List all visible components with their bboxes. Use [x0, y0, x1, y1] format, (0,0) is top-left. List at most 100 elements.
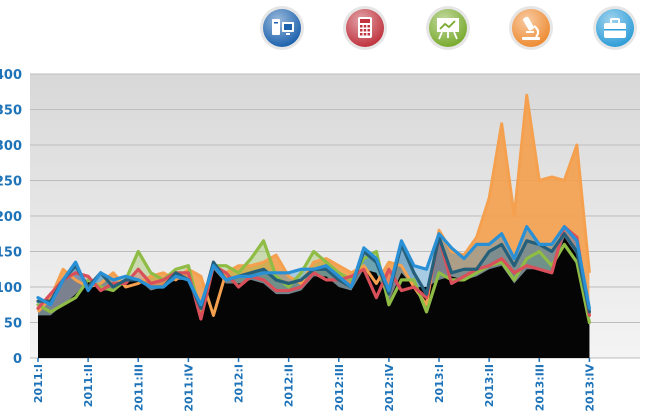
data-point [550, 243, 554, 246]
data-point [387, 303, 391, 306]
data-point [187, 271, 190, 274]
data-point [312, 250, 315, 253]
data-point [299, 285, 303, 289]
data-point [36, 300, 40, 303]
data-point [375, 296, 378, 299]
series-line-orange [36, 93, 591, 317]
data-point [287, 271, 290, 274]
data-point [387, 289, 391, 292]
data-point [111, 278, 115, 282]
y-tick-label: 400 [0, 68, 22, 83]
data-point [375, 257, 378, 260]
data-point [36, 296, 40, 299]
data-point [513, 278, 516, 282]
data-point [538, 268, 541, 271]
data-point [74, 296, 77, 299]
data-point [525, 225, 528, 228]
data-point [400, 278, 403, 282]
data-point [487, 264, 491, 267]
data-point [124, 275, 127, 278]
data-point [525, 264, 528, 267]
data-point [362, 268, 366, 271]
data-point [450, 246, 453, 250]
data-point [425, 292, 428, 296]
data-point [111, 289, 115, 292]
data-point [224, 264, 228, 267]
data-point [86, 275, 90, 278]
data-point [111, 285, 115, 289]
data-point [149, 285, 152, 289]
data-point [588, 321, 591, 324]
data-point [74, 260, 77, 264]
data-point [487, 243, 491, 246]
data-point [325, 264, 328, 267]
data-point [525, 239, 528, 243]
data-point [224, 278, 228, 282]
data-point [437, 232, 441, 235]
data-point [199, 303, 203, 306]
data-point [350, 285, 353, 289]
data-point [237, 271, 240, 274]
data-point [212, 260, 215, 264]
data-point [525, 257, 528, 260]
data-point [362, 246, 366, 250]
data-point [538, 243, 541, 246]
data-point [237, 285, 240, 289]
y-tick-label: 100 [0, 281, 22, 296]
data-point [387, 292, 391, 296]
y-tick-label: 250 [0, 175, 22, 190]
data-point [262, 278, 265, 282]
data-point [262, 239, 265, 243]
data-point [475, 268, 478, 271]
data-point [274, 275, 278, 278]
data-point [149, 271, 152, 274]
data-point [36, 307, 40, 310]
x-axis-ticks: 2011:I 2011:II 2011:III 2011:IV 2012:I 2012:I… [32, 358, 596, 412]
data-point [462, 278, 466, 282]
data-point [262, 271, 265, 274]
data-point [487, 250, 491, 253]
data-point [412, 285, 416, 289]
data-point [99, 289, 102, 292]
y-tick-label: 200 [0, 210, 22, 225]
data-point [262, 268, 265, 271]
data-point [86, 289, 90, 292]
y-axis-ticks: 0 50 100 150 200 250 300 350 400 [0, 68, 22, 367]
y-tick-label: 150 [0, 246, 22, 261]
data-point [249, 271, 253, 274]
series-areas [38, 95, 590, 359]
data-point [162, 285, 165, 289]
data-point [249, 275, 253, 278]
data-point [513, 271, 516, 274]
data-point [212, 264, 215, 267]
x-tick-label: 2012:II [283, 364, 296, 407]
x-tick-label: 2013:III [533, 364, 546, 411]
data-point [149, 282, 152, 285]
data-point [61, 303, 65, 306]
x-tick-label: 2011:III [132, 364, 145, 411]
data-point [61, 278, 65, 282]
presentation-board-icon [426, 6, 470, 50]
data-point [550, 271, 554, 274]
x-tick-label: 2013:II [483, 364, 496, 407]
series-lines [36, 93, 592, 325]
data-point [199, 317, 203, 321]
data-point [400, 289, 403, 292]
data-point [412, 278, 416, 282]
x-tick-label: 2011:IV [182, 364, 195, 412]
data-point [563, 225, 566, 228]
data-point [174, 275, 178, 278]
data-point [425, 268, 428, 271]
data-point [49, 292, 52, 296]
data-point [137, 250, 140, 253]
data-point [325, 260, 328, 264]
data-point [99, 271, 102, 274]
data-point [450, 271, 453, 274]
data-point [325, 278, 328, 282]
data-point [162, 278, 165, 282]
data-point [588, 310, 591, 314]
data-point [274, 271, 278, 274]
x-tick-label: 2012:I [233, 364, 246, 403]
x-tick-label: 2012:IV [383, 364, 396, 412]
